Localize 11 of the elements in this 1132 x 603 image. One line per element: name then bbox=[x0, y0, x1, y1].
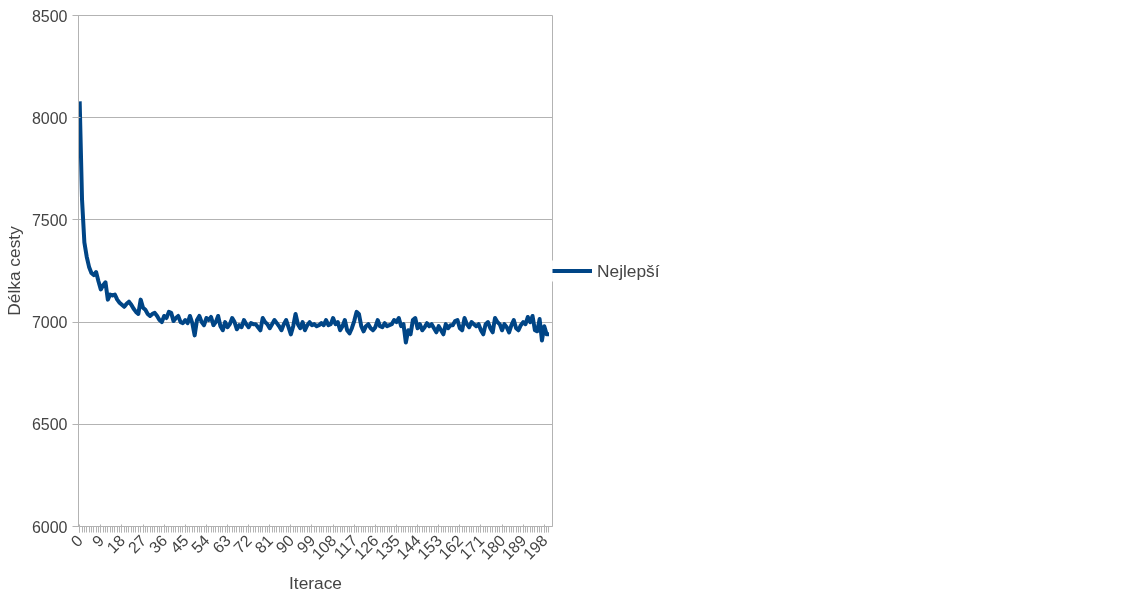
y-tick-label: 8500 bbox=[31, 7, 68, 25]
y-tick-label: 6000 bbox=[31, 518, 68, 536]
x-tick-label: 0 bbox=[67, 531, 87, 551]
x-axis-title: Iterace bbox=[289, 572, 342, 593]
line-series bbox=[78, 99, 551, 345]
y-tick-label: 7500 bbox=[31, 211, 68, 229]
y-tick-label: 8000 bbox=[31, 109, 68, 127]
y-axis-title: Délka cesty bbox=[3, 225, 24, 316]
y-tick-label: 6500 bbox=[31, 416, 68, 434]
y-tick-label: 7000 bbox=[31, 314, 68, 332]
legend-label: Nejlepší bbox=[597, 260, 660, 281]
